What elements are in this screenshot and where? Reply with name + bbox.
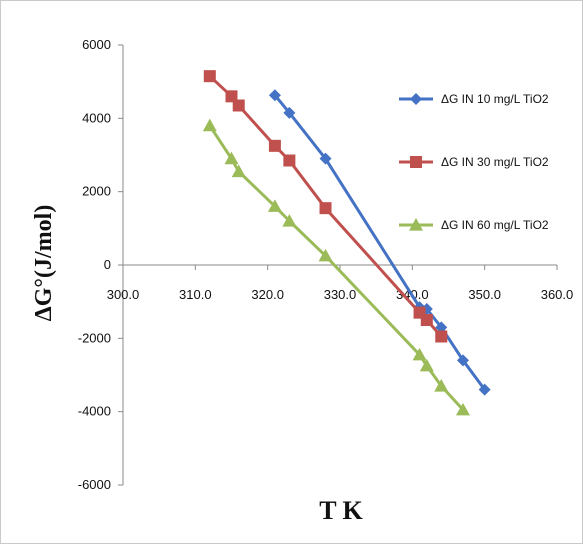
data-point-diamond [478, 383, 491, 396]
series-line-3 [208, 124, 465, 411]
data-point-square [232, 99, 245, 112]
data-point-triangle [412, 347, 427, 361]
data-point-triangle [231, 164, 246, 178]
data-point-square [410, 156, 422, 168]
y-tick-label: -2000 [78, 330, 111, 345]
data-point-square [319, 202, 332, 215]
data-point-square [283, 154, 296, 167]
data-point-triangle [224, 151, 239, 165]
legend-label: ΔG IN 10 mg/L TiO2 [441, 92, 549, 106]
x-tick-label: 300.0 [107, 287, 140, 302]
data-point-diamond [283, 106, 296, 119]
y-tick-label: -4000 [78, 404, 111, 419]
data-point-diamond [435, 321, 448, 334]
data-point-triangle [267, 199, 282, 212]
data-point-triangle [455, 402, 470, 416]
y-tick-label: 6000 [82, 37, 111, 52]
data-point-diamond [319, 152, 332, 165]
data-point-triangle [282, 214, 297, 227]
x-tick-label: 330.0 [324, 287, 357, 302]
data-point-square [435, 330, 448, 343]
x-tick-label: 350.0 [468, 287, 501, 302]
data-point-triangle [419, 358, 434, 372]
legend-label: ΔG IN 60 mg/L TiO2 [441, 218, 549, 232]
y-axis-title: ΔG°(J/mol) [31, 205, 57, 322]
data-point-square [225, 90, 238, 103]
data-point-diamond [456, 354, 469, 367]
legend-label: ΔG IN 30 mg/L TiO2 [441, 155, 549, 169]
x-tick-label: 310.0 [179, 287, 212, 302]
data-point-square [420, 314, 433, 326]
y-tick-label: 2000 [82, 184, 111, 199]
y-tick-label: 4000 [82, 110, 111, 125]
series-line-1 [273, 94, 486, 391]
data-point-square [268, 139, 281, 152]
data-point-triangle [202, 118, 217, 132]
data-point-triangle [409, 218, 423, 231]
data-point-square [203, 70, 216, 83]
data-point-diamond [268, 89, 281, 102]
x-tick-label: 320.0 [251, 287, 284, 302]
data-point-triangle [434, 379, 449, 392]
x-tick-label: 360.0 [541, 287, 574, 302]
y-tick-label: 0 [104, 257, 111, 272]
data-point-triangle [318, 248, 333, 262]
data-point-diamond [410, 93, 422, 105]
x-axis-title: T K [319, 496, 363, 525]
y-tick-label: -6000 [78, 477, 111, 492]
